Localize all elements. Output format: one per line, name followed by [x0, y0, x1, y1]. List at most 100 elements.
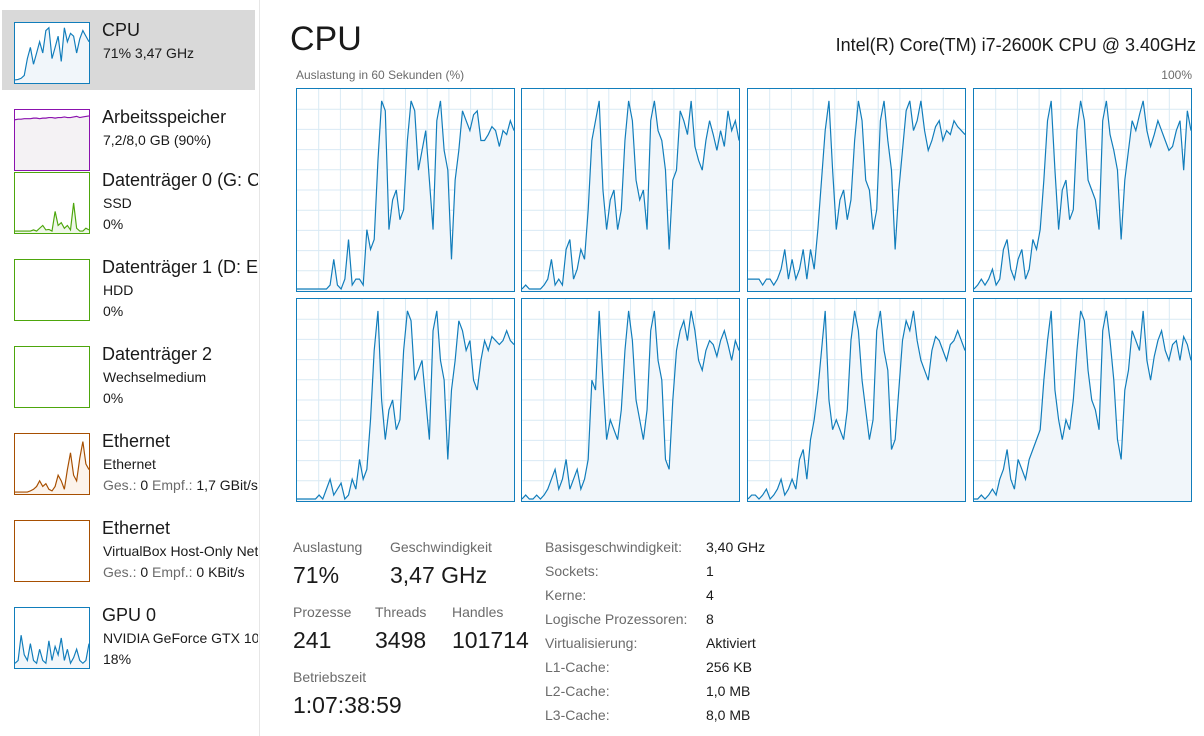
uptime-label: Betriebszeit	[293, 669, 367, 685]
sidebar-item-type: Wechselmedium	[103, 369, 207, 385]
thumb-usage-area	[15, 635, 89, 668]
cpu-model-name: Intel(R) Core(TM) i7-2600K CPU @ 3.40GHz	[835, 35, 1196, 55]
receive-label: Empf.:	[148, 477, 197, 493]
core-usage-line	[522, 100, 739, 290]
processes-label: Prozesse	[293, 604, 352, 620]
send-label: Ges.:	[103, 564, 141, 580]
handles-value: 101714	[452, 627, 529, 653]
send-value: 0	[140, 564, 149, 580]
l1-cache-value: 256 KB	[706, 659, 752, 675]
core-usage-line	[748, 310, 965, 501]
speed-label: Geschwindigkeit	[390, 539, 492, 555]
disk-0-graph-icon	[14, 172, 90, 234]
sidebar-item-memory[interactable]: Arbeitsspeicher 7,2/8,0 GB (90%)	[2, 97, 255, 177]
core-usage-area	[522, 310, 739, 501]
sockets-value: 1	[706, 563, 714, 579]
logical-processors-value: 8	[706, 611, 714, 627]
sockets-label: Sockets:	[545, 563, 599, 579]
core-graph-3	[973, 88, 1192, 292]
page-title: CPU	[290, 20, 362, 58]
sidebar-item-usage: 0%	[103, 216, 124, 232]
l1-cache-label: L1-Cache:	[545, 659, 610, 675]
core-usage-area	[522, 100, 739, 291]
sidebar-item-disk-1[interactable]: Datenträger 1 (D: E:) HDD 0%	[2, 247, 258, 327]
l2-cache-value: 1,0 MB	[706, 683, 751, 699]
sidebar-item-title: Ethernet	[102, 518, 171, 538]
core-usage-line	[522, 310, 739, 500]
processes-value: 241	[293, 627, 332, 653]
core-usage-line	[297, 100, 514, 291]
thumb-usage-line	[15, 441, 89, 493]
logical-processors-label: Logische Prozessoren:	[545, 611, 688, 627]
virtualization-label: Virtualisierung:	[545, 635, 638, 651]
base-speed-value: 3,40 GHz	[706, 539, 766, 555]
memory-graph-icon	[14, 109, 90, 171]
core-usage-area	[297, 310, 514, 501]
send-label: Ges.:	[103, 477, 141, 493]
thumb-usage-line	[15, 26, 89, 81]
sidebar-item-type: HDD	[103, 282, 134, 298]
receive-value: 0 KBit/s	[196, 564, 245, 580]
core-usage-area	[974, 100, 1191, 291]
cpu-graph-icon	[14, 22, 90, 84]
sidebar-item-title: Datenträger 2	[102, 344, 213, 364]
sidebar-item-ethernet-vbox[interactable]: Ethernet VirtualBox Host-Only Network Ge…	[2, 508, 258, 588]
core-usage-line	[974, 100, 1191, 290]
sidebar-item-type: SSD	[103, 195, 132, 211]
thumb-usage-area	[15, 27, 89, 83]
cores-label: Kerne:	[545, 587, 587, 603]
sidebar-item-cpu[interactable]: CPU 71% 3,47 GHz	[2, 10, 255, 90]
sidebar-item-gpu[interactable]: GPU 0 NVIDIA GeForce GTX 1070 18%	[2, 595, 258, 675]
send-value: 0	[140, 477, 149, 493]
uptime-value: 1:07:38:59	[293, 692, 402, 718]
sidebar-item-ethernet[interactable]: Ethernet Ethernet Ges.: 0 Empf.: 1,7 GBi…	[2, 421, 258, 501]
threads-value: 3498	[375, 627, 427, 653]
core-graph-2	[747, 88, 966, 292]
receive-value: 1,7 GBit/s	[196, 477, 258, 493]
sidebar-item-title: Datenträger 0 (G: C:)	[102, 170, 258, 190]
sidebar-item-title: Datenträger 1 (D: E:)	[102, 257, 258, 277]
thumb-usage-area	[15, 115, 89, 170]
sidebar-item-model: NVIDIA GeForce GTX 1070	[103, 630, 258, 646]
cores-value: 4	[706, 587, 714, 603]
disk-1-graph-icon	[14, 259, 90, 321]
sidebar-item-title: Arbeitsspeicher	[102, 107, 227, 127]
utilization-value: 71%	[293, 562, 340, 588]
sidebar-item-throughput: Ges.: 0 Empf.: 0 KBit/s	[103, 564, 245, 580]
core-usage-area	[748, 100, 965, 291]
sidebar-item-title: Ethernet	[102, 431, 171, 451]
base-speed-label: Basisgeschwindigkeit:	[545, 539, 682, 555]
l3-cache-value: 8,0 MB	[706, 707, 751, 723]
sidebar-item-usage: 0%	[103, 390, 124, 406]
virtualization-value: Aktiviert	[706, 635, 756, 651]
sidebar-item-throughput: Ges.: 0 Empf.: 1,7 GBit/s	[103, 477, 258, 493]
sidebar-item-disk-2[interactable]: Datenträger 2 Wechselmedium 0%	[2, 334, 255, 414]
utilization-label: Auslastung	[293, 539, 363, 555]
sidebar: CPU 71% 3,47 GHz Arbeitsspeicher 7,2/8,0…	[0, 0, 258, 736]
core-graph-6	[747, 298, 966, 502]
core-graph-1	[521, 88, 740, 292]
receive-label: Empf.:	[148, 564, 197, 580]
l2-cache-label: L2-Cache:	[545, 683, 610, 699]
l3-cache-label: L3-Cache:	[545, 707, 610, 723]
sidebar-item-usage: 0%	[103, 303, 124, 319]
sidebar-item-adapter: VirtualBox Host-Only Network	[103, 543, 258, 559]
sidebar-item-title: GPU 0	[102, 605, 157, 625]
sidebar-item-disk-0[interactable]: Datenträger 0 (G: C:) SSD 0%	[2, 160, 258, 240]
core-graph-5	[521, 298, 740, 502]
core-usage-line	[748, 100, 965, 287]
speed-value: 3,47 GHz	[390, 562, 488, 588]
handles-label: Handles	[452, 604, 504, 620]
core-graph-4	[296, 298, 515, 502]
core-usage-area	[974, 310, 1191, 501]
sidebar-divider	[259, 0, 260, 736]
core-graph-0	[296, 88, 515, 292]
sidebar-item-detail: 7,2/8,0 GB (90%)	[103, 132, 212, 148]
thumb-usage-line	[15, 635, 89, 665]
sidebar-item-adapter: Ethernet	[103, 456, 156, 472]
threads-label: Threads	[375, 604, 427, 620]
core-usage-line	[974, 310, 1191, 500]
thumb-usage-line	[15, 115, 89, 121]
core-usage-area	[297, 100, 514, 291]
graph-axis-label: Auslastung in 60 Sekunden (%)	[296, 68, 465, 82]
